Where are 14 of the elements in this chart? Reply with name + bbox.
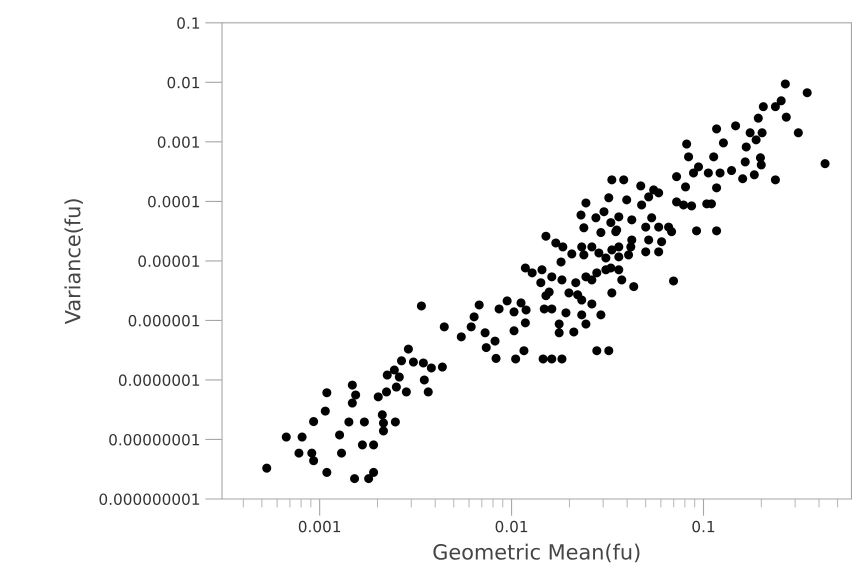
- y-tick-label: 0.001: [158, 136, 200, 148]
- x-tick-label: 0.001: [298, 520, 340, 532]
- y-tick-label: 0.01: [168, 76, 200, 88]
- x-axis-title: Geometric Mean(fu): [433, 544, 640, 562]
- x-tick-label: 0.01: [496, 520, 528, 532]
- y-tick-label: 0.0001: [148, 196, 200, 208]
- y-axis-title: Variance(fu): [64, 199, 83, 324]
- y-tick-label: 0.000000001: [99, 493, 200, 506]
- y-tick-label: 0.00000001: [109, 434, 200, 446]
- y-tick-label: 0.1: [177, 17, 200, 29]
- x-tick-label: 0.1: [692, 520, 714, 532]
- y-tick-label: 0.00001: [138, 255, 200, 267]
- y-tick-label: 0.000001: [128, 314, 200, 326]
- y-tick-label: 0.0000001: [118, 374, 200, 386]
